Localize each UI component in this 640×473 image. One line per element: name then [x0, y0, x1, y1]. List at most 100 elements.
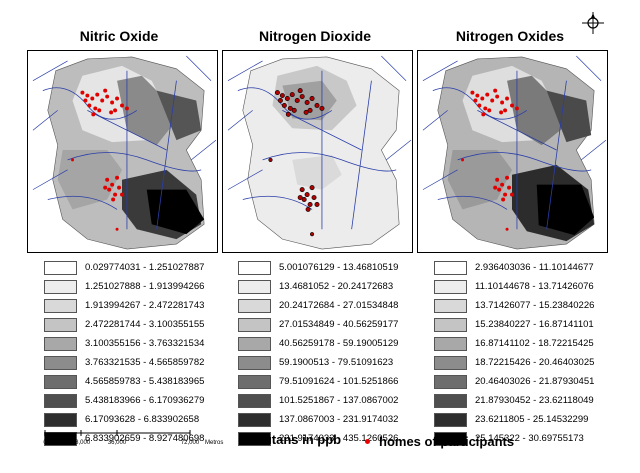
legend-row: 5.438183966 - 6.170936279: [44, 391, 224, 410]
legend-swatch: [434, 412, 467, 427]
legend-swatch: [238, 355, 271, 370]
legend-swatch: [238, 298, 271, 313]
legend-range-label: 18.72215426 - 20.46403025: [475, 357, 595, 368]
legend-swatch: [44, 279, 77, 294]
legend-swatch: [434, 355, 467, 370]
legend-row: 1.913994267 - 2.472281743: [44, 296, 224, 315]
legend-range-label: 3.763321535 - 4.565859782: [85, 357, 205, 368]
legend-swatch: [238, 431, 271, 446]
legend-swatch: [44, 260, 77, 275]
legend-swatch: [238, 374, 271, 389]
legend-range-label: 2.936403036 - 11.10144677: [475, 262, 594, 273]
legend-row: 15.23840227 - 16.87141101: [434, 315, 614, 334]
legend-range-label: 13.71426077 - 15.23840226: [475, 300, 595, 311]
legend-range-label: 231.9174033 - 435.1260526: [279, 433, 399, 444]
legend-row: 40.56259178 - 59.19005129: [238, 334, 418, 353]
legend-row: 231.9174033 - 435.1260526: [238, 429, 418, 448]
legend-row: 59.1900513 - 79.51091623: [238, 353, 418, 372]
legend-swatch: [434, 298, 467, 313]
legend-range-label: 40.56259178 - 59.19005129: [279, 338, 399, 349]
legend-row: 4.565859783 - 5.438183965: [44, 372, 224, 391]
legend-nitrogen-oxides: 2.936403036 - 11.10144677 11.10144678 - 1…: [434, 258, 614, 448]
legend-row: 25.145322 - 30.69755173: [434, 429, 614, 448]
legend-range-label: 101.5251867 - 137.0867002: [279, 395, 399, 406]
legend-swatch: [238, 393, 271, 408]
legend-range-label: 20.46403026 - 21.87930451: [475, 376, 595, 387]
legend-row: 137.0867003 - 231.9174032: [238, 410, 418, 429]
legend-range-label: 16.87141102 - 18.72215425: [475, 338, 594, 349]
legend-range-label: 13.4681052 - 20.24172683: [279, 281, 394, 292]
legend-row: 11.10144678 - 13.71426076: [434, 277, 614, 296]
legend-swatch: [238, 260, 271, 275]
legend-range-label: 21.87930452 - 23.62118049: [475, 395, 594, 406]
legend-range-label: 25.145322 - 30.69755173: [475, 433, 584, 444]
legend-range-label: 27.01534849 - 40.56259177: [279, 319, 399, 330]
legend-swatch: [434, 279, 467, 294]
legend-range-label: 15.23840227 - 16.87141101: [475, 319, 594, 330]
legend-row: 101.5251867 - 137.0867002: [238, 391, 418, 410]
homes-legend: homes of participants: [365, 434, 514, 449]
legend-row: 3.763321535 - 4.565859782: [44, 353, 224, 372]
legend-range-label: 11.10144678 - 13.71426076: [475, 281, 594, 292]
title-nitrogen-dioxide: Nitrogen Dioxide: [258, 28, 371, 44]
title-nitric-oxide: Nitric Oxide: [79, 28, 159, 44]
legend-row: 13.71426077 - 15.23840226: [434, 296, 614, 315]
legend-swatch: [238, 279, 271, 294]
legend-swatch: [434, 431, 467, 446]
legend-row: 13.4681052 - 20.24172683: [238, 277, 418, 296]
legend-swatch: [44, 393, 77, 408]
legend-swatch: [434, 336, 467, 351]
legend-row: 5.001076129 - 13.46810519: [238, 258, 418, 277]
north-arrow-icon: [582, 12, 604, 34]
legend-range-label: 3.100355156 - 3.763321534: [85, 338, 205, 349]
map-nitrogen-oxides: [417, 50, 608, 253]
homes-label: homes of participants: [379, 434, 515, 449]
legend-nitric-oxide: 0.029774031 - 1.251027887 1.251027888 - 1…: [44, 258, 224, 448]
map-nitric-oxide: [27, 50, 218, 253]
legend-row: 16.87141102 - 18.72215425: [434, 334, 614, 353]
legend-range-label: 20.24172684 - 27.01534848: [279, 300, 399, 311]
legend-row: 20.46403026 - 21.87930451: [434, 372, 614, 391]
participant-dot-icon: [365, 439, 370, 444]
legend-range-label: 137.0867003 - 231.9174032: [279, 414, 399, 425]
pollutants-label: Pollutans in ppb: [240, 432, 342, 447]
scale-tick-0: 0: [43, 440, 47, 446]
legend-row: 2.936403036 - 11.10144677: [434, 258, 614, 277]
scale-bar: 0 18,000 36,000 72,000 Metros: [43, 430, 223, 446]
legend-range-label: 4.565859783 - 5.438183965: [85, 376, 205, 387]
legend-row: 0.029774031 - 1.251027887: [44, 258, 224, 277]
legend-row: 6.17093628 - 6.833902658: [44, 410, 224, 429]
legend-row: 21.87930452 - 23.62118049: [434, 391, 614, 410]
legend-swatch: [238, 317, 271, 332]
legend-range-label: 1.913994267 - 2.472281743: [85, 300, 205, 311]
legend-swatch: [434, 260, 467, 275]
scale-tick-1: 18,000: [72, 440, 91, 446]
legend-swatch: [44, 317, 77, 332]
scale-tick-3: 72,000: [181, 440, 200, 446]
legend-swatch: [44, 431, 77, 446]
legend-swatch: [44, 336, 77, 351]
legend-range-label: 6.17093628 - 6.833902658: [85, 414, 200, 425]
legend-swatch: [44, 355, 77, 370]
legend-swatch: [44, 412, 77, 427]
title-nitrogen-oxides: Nitrogen Oxides: [455, 28, 565, 44]
map-nitrogen-dioxide: [222, 50, 413, 253]
legend-row: 6.833902659 - 8.927480698: [44, 429, 224, 448]
legend-range-label: 6.833902659 - 8.927480698: [85, 433, 205, 444]
legend-range-label: 5.001076129 - 13.46810519: [279, 262, 399, 273]
legend-swatch: [434, 393, 467, 408]
legend-range-label: 5.438183966 - 6.170936279: [85, 395, 205, 406]
legend-swatch: [434, 317, 467, 332]
legend-range-label: 23.6211805 - 25.14532299: [475, 414, 589, 425]
legend-row: 23.6211805 - 25.14532299: [434, 410, 614, 429]
legend-range-label: 1.251027888 - 1.913994266: [85, 281, 205, 292]
legend-row: 1.251027888 - 1.913994266: [44, 277, 224, 296]
legend-row: 18.72215426 - 20.46403025: [434, 353, 614, 372]
legend-row: 3.100355156 - 3.763321534: [44, 334, 224, 353]
legend-swatch: [44, 298, 77, 313]
legend-row: 79.51091624 - 101.5251866: [238, 372, 418, 391]
legend-range-label: 0.029774031 - 1.251027887: [85, 262, 205, 273]
legend-row: 27.01534849 - 40.56259177: [238, 315, 418, 334]
legend-range-label: 79.51091624 - 101.5251866: [279, 376, 399, 387]
legend-row: 2.472281744 - 3.100355155: [44, 315, 224, 334]
